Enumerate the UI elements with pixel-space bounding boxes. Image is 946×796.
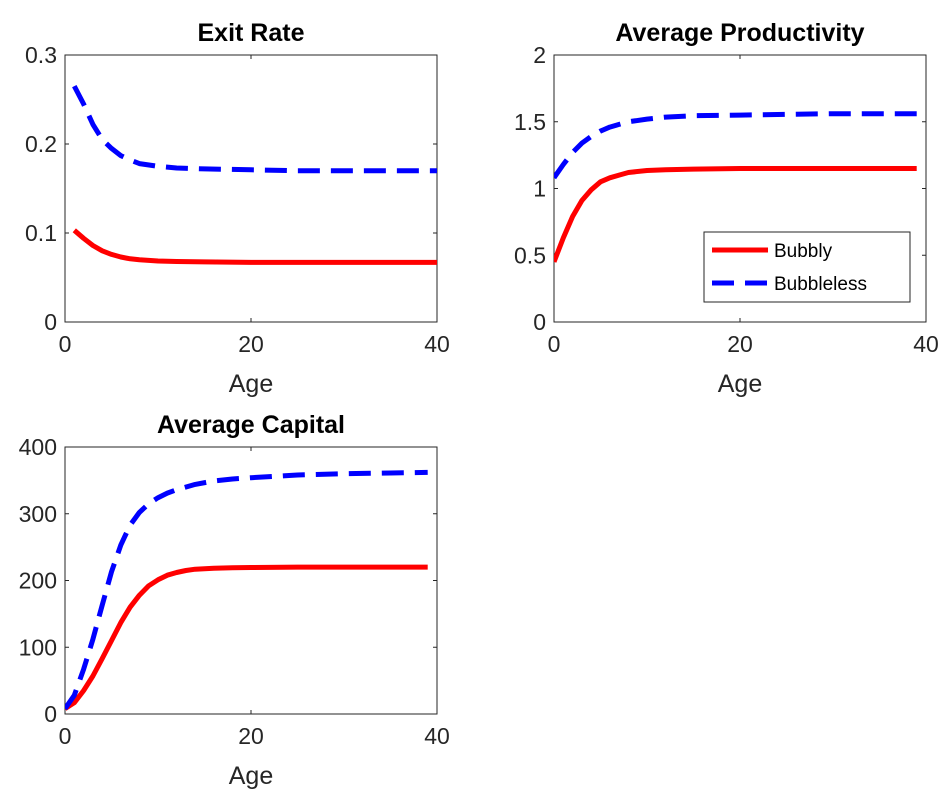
series-line-bubbleless xyxy=(554,111,917,180)
x-axis-label: Age xyxy=(718,370,762,398)
y-tick-label: 300 xyxy=(19,501,57,527)
series-line-bubbly xyxy=(554,166,917,263)
series-line-bubbly xyxy=(72,228,437,265)
y-tick-label: 100 xyxy=(19,634,57,660)
y-tick-label: 0 xyxy=(533,309,546,335)
chart-panel-1: 0 20 40 0 0.1 0.2 0.3 Exit Rate Age xyxy=(25,19,450,398)
legend-label-bubbly: Bubbly xyxy=(774,241,833,262)
y-tick-label: 0.5 xyxy=(514,242,546,268)
x-tick-label: 0 xyxy=(59,723,72,749)
x-tick-label: 20 xyxy=(238,723,264,749)
legend: Bubbly Bubbleless xyxy=(703,231,911,303)
x-tick-label: 40 xyxy=(424,723,450,749)
series-line-bubbleless xyxy=(65,469,428,711)
x-tick-label: 40 xyxy=(913,331,939,357)
series-line-bubbleless xyxy=(72,84,437,174)
series-group xyxy=(65,469,428,711)
y-tick-label: 0 xyxy=(44,309,57,335)
legend-label-bubbleless: Bubbleless xyxy=(774,274,867,295)
chart-panel-2: 0 20 40 0 0.5 1 1.5 2 Average Productivity Age Bub… xyxy=(514,19,939,398)
y-tick-label: 200 xyxy=(19,568,57,594)
y-tick-label: 1.5 xyxy=(514,109,546,135)
axes-frame xyxy=(64,446,438,715)
chart-title: Average Capital xyxy=(157,411,345,439)
x-tick-label: 20 xyxy=(238,331,264,357)
x-tick-label: 20 xyxy=(727,331,753,357)
x-axis-label: Age xyxy=(229,762,273,790)
series-group xyxy=(72,84,437,265)
chart-title: Exit Rate xyxy=(198,19,305,47)
y-tick-label: 0.3 xyxy=(25,42,57,68)
x-axis-label: Age xyxy=(229,370,273,398)
x-tick-label: 0 xyxy=(59,331,72,357)
x-tick-label: 40 xyxy=(424,331,450,357)
y-tick-label: 0 xyxy=(44,701,57,727)
y-tick-label: 1 xyxy=(533,176,546,202)
y-tick-label: 400 xyxy=(19,434,57,460)
legend-box xyxy=(703,231,911,303)
axes-frame xyxy=(64,54,438,323)
y-tick-label: 0.1 xyxy=(25,220,57,246)
series-line-bubbly xyxy=(65,564,428,711)
series-group xyxy=(554,111,917,263)
y-tick-label: 0.2 xyxy=(25,131,57,157)
x-tick-label: 0 xyxy=(548,331,561,357)
y-tick-label: 2 xyxy=(533,42,546,68)
chart-title: Average Productivity xyxy=(615,19,864,47)
